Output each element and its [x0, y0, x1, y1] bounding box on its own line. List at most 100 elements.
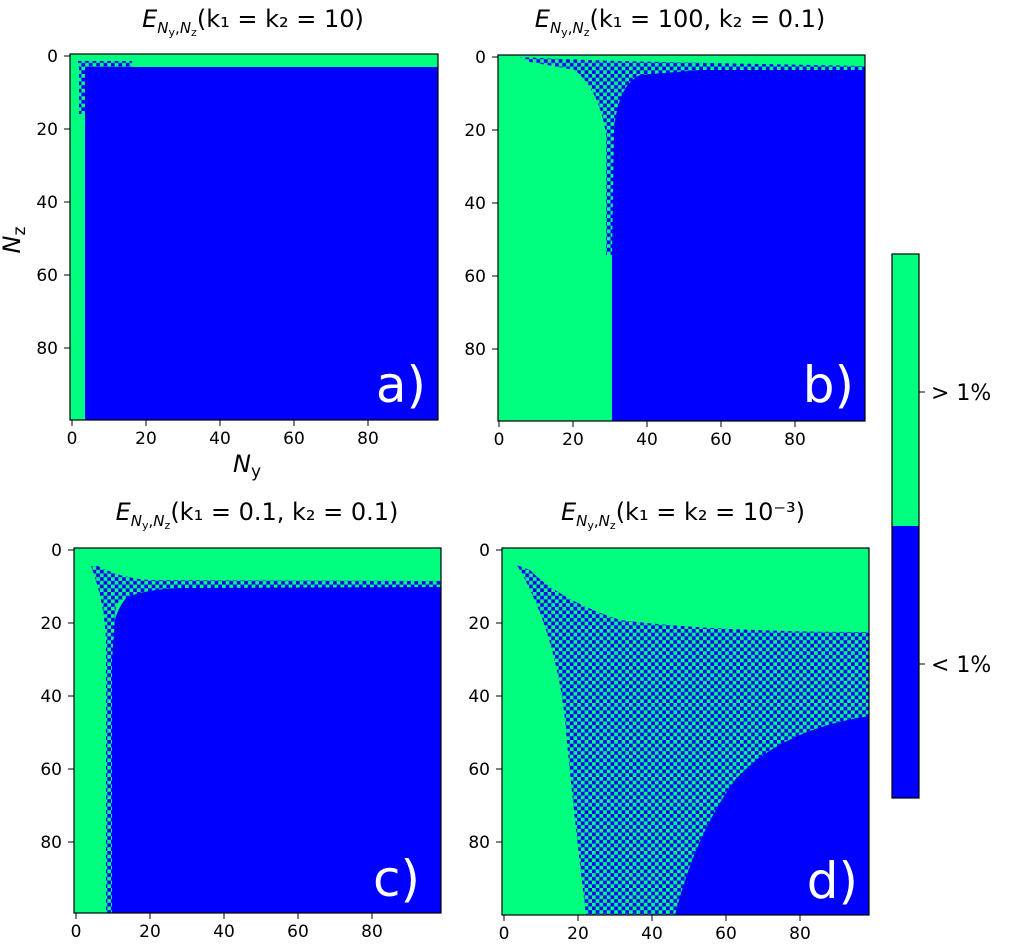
panel-b-ytick-80: 80	[464, 340, 486, 360]
panel-d-ytick-40: 40	[468, 687, 490, 707]
panel-a-title-e: E	[142, 5, 158, 33]
panel-d-yticks: 0 20 40 60 80	[468, 541, 502, 853]
panel-c-title-n2: N	[153, 512, 164, 530]
panel-b-title-z: z	[584, 26, 590, 39]
panel-b-xticks: 0 20 40 60 80	[494, 421, 806, 450]
panel-c-title-params: (k₁ = 0.1, k₂ = 0.1)	[170, 498, 398, 526]
panel-a-region-below	[85, 67, 438, 420]
panel-a-ytick-60: 60	[36, 266, 58, 286]
panel-a-ytick-80: 80	[36, 339, 58, 359]
panel-a-ylabel-z: z	[10, 226, 30, 235]
panel-d-checker-zone	[517, 565, 869, 915]
panel-d-title: ENy,Nz(k₁ = k₂ = 10⁻³)	[561, 498, 805, 532]
panel-c-title-comma: ,	[149, 512, 154, 530]
panel-a-xtick-80: 80	[357, 429, 379, 449]
panel-b-checker-zone	[520, 57, 865, 255]
panel-b-ytick-0: 0	[475, 48, 486, 68]
panel-b-title-comma: ,	[568, 19, 573, 37]
colorbar-segment-below	[892, 526, 919, 798]
colorbar-segment-above	[892, 254, 919, 526]
panel-d-ytick-60: 60	[468, 760, 490, 780]
panel-c-xtick-60: 60	[287, 922, 309, 942]
panel-c-xtick-0: 0	[71, 922, 82, 942]
panel-a-ytick-0: 0	[47, 47, 58, 67]
panel-c-title: ENy,Nz(k₁ = 0.1, k₂ = 0.1)	[116, 498, 399, 532]
panel-a-xtick-0: 0	[67, 429, 78, 449]
panel-c-xtick-20: 20	[139, 922, 161, 942]
panel-a-yticks: 0 20 40 60 80	[36, 47, 70, 359]
panel-d-xticks: 0 20 40 60 80	[499, 915, 811, 944]
panel-c-label: c)	[373, 850, 420, 908]
panel-a: ENy,Nz(k₁ = k₂ = 10) a) 0 20 40 60 80 0 …	[0, 5, 439, 482]
panel-d-ytick-80: 80	[468, 833, 490, 853]
panel-b-label: b)	[803, 356, 854, 414]
panel-d-title-params: (k₁ = k₂ = 10⁻³)	[616, 498, 805, 526]
panel-c-title-e: E	[116, 498, 132, 526]
panel-a-title-z: z	[191, 26, 197, 39]
panel-d-title-n1: N	[576, 512, 587, 530]
panel-b-ytick-60: 60	[464, 267, 486, 287]
panel-d-title-comma: ,	[594, 512, 599, 530]
panel-b-frame	[497, 54, 866, 422]
panel-a-xlabel-y: y	[251, 462, 261, 482]
panel-a-title-n1: N	[157, 19, 168, 37]
panel-a-checker-band	[78, 61, 132, 67]
panel-b-xtick-60: 60	[710, 430, 732, 450]
panel-a-checker-col	[79, 61, 85, 114]
panel-d-title-y: y	[587, 519, 594, 532]
panel-a-ytick-20: 20	[36, 120, 58, 140]
panel-c-title-y: y	[142, 519, 149, 532]
panel-a-xtick-40: 40	[209, 429, 231, 449]
panel-b-title-n1: N	[550, 19, 561, 37]
colorbar-label-below: < 1%	[931, 653, 991, 678]
panel-d-xtick-0: 0	[499, 924, 510, 944]
panel-d-xtick-60: 60	[715, 924, 737, 944]
panel-b-ytick-20: 20	[464, 121, 486, 141]
panel-d-title-e: E	[561, 498, 577, 526]
panel-d-frame	[501, 547, 870, 916]
panel-c-xtick-80: 80	[361, 922, 383, 942]
panel-b: ENy,Nz(k₁ = 100, k₂ = 0.1) b) 0 20 40 60…	[464, 5, 866, 450]
panel-b-xtick-0: 0	[494, 430, 505, 450]
panel-d-xtick-80: 80	[789, 924, 811, 944]
panel-b-title-e: E	[535, 5, 551, 33]
panel-c-ytick-0: 0	[51, 541, 62, 561]
panel-b-xtick-40: 40	[636, 430, 658, 450]
panel-b-yticks: 0 20 40 60 80	[464, 48, 498, 360]
panel-c: ENy,Nz(k₁ = 0.1, k₂ = 0.1) c) 0 20 40 60…	[40, 498, 442, 942]
panel-b-xtick-20: 20	[562, 430, 584, 450]
panel-a-xlabel-n: N	[233, 450, 251, 478]
panel-c-ytick-20: 20	[40, 614, 62, 634]
panel-a-title-n2: N	[180, 19, 191, 37]
panel-c-title-n1: N	[131, 512, 142, 530]
panel-b-ytick-40: 40	[464, 194, 486, 214]
panel-a-ytick-40: 40	[36, 193, 58, 213]
panel-d-ytick-20: 20	[468, 614, 490, 634]
panel-d-region-below	[675, 716, 869, 915]
panel-c-frame	[73, 547, 442, 914]
panel-c-title-z: z	[165, 519, 171, 532]
panel-c-ytick-80: 80	[40, 833, 62, 853]
panel-d-xtick-40: 40	[641, 924, 663, 944]
panel-b-title-params: (k₁ = 100, k₂ = 0.1)	[589, 5, 825, 33]
panel-c-region-below	[111, 582, 441, 913]
panel-d-xtick-20: 20	[567, 924, 589, 944]
panel-a-xlabel: Ny	[233, 450, 261, 482]
panel-a-xtick-60: 60	[283, 429, 305, 449]
panel-b-xtick-80: 80	[784, 430, 806, 450]
panel-b-title-y: y	[561, 26, 568, 39]
panel-c-xticks: 0 20 40 60 80	[71, 913, 383, 942]
panel-a-title-comma: ,	[175, 19, 180, 37]
panel-a-ylabel: Nz	[0, 226, 30, 253]
panel-d-label: d)	[807, 852, 858, 910]
panel-a-ylabel-n: N	[0, 235, 26, 253]
panel-c-ytick-60: 60	[40, 760, 62, 780]
panel-a-title: ENy,Nz(k₁ = k₂ = 10)	[142, 5, 364, 39]
panel-d-title-z: z	[610, 519, 616, 532]
colorbar-label-above: > 1%	[931, 381, 991, 406]
panel-b-title: ENy,Nz(k₁ = 100, k₂ = 0.1)	[535, 5, 825, 39]
panel-c-xtick-40: 40	[213, 922, 235, 942]
panel-d: ENy,Nz(k₁ = k₂ = 10⁻³) d) 0 20 40 60 80 …	[468, 498, 870, 944]
panel-a-title-params: (k₁ = k₂ = 10)	[197, 5, 364, 33]
